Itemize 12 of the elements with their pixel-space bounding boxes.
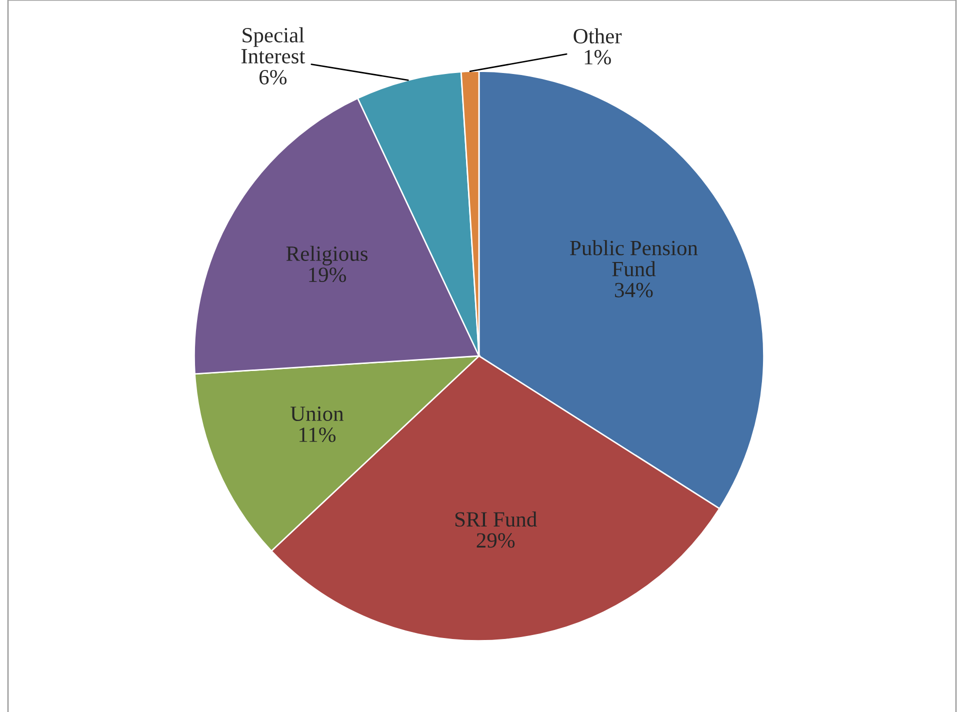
slice-label: SRI Fund bbox=[455, 512, 537, 527]
data-label: 1% bbox=[584, 50, 611, 65]
slice-label: Special Interest bbox=[241, 27, 306, 64]
data-label: 6% bbox=[260, 70, 287, 85]
data-label: 11% bbox=[300, 427, 336, 442]
slice-label: Public Pension Fund bbox=[570, 240, 698, 276]
slice-label: Religious bbox=[286, 246, 368, 266]
slice-label: Other bbox=[574, 28, 622, 44]
data-label: 34% bbox=[615, 282, 653, 298]
slice-label: Union bbox=[290, 406, 344, 422]
data-label: 29% bbox=[476, 533, 515, 548]
data-label: 19% bbox=[309, 268, 346, 282]
